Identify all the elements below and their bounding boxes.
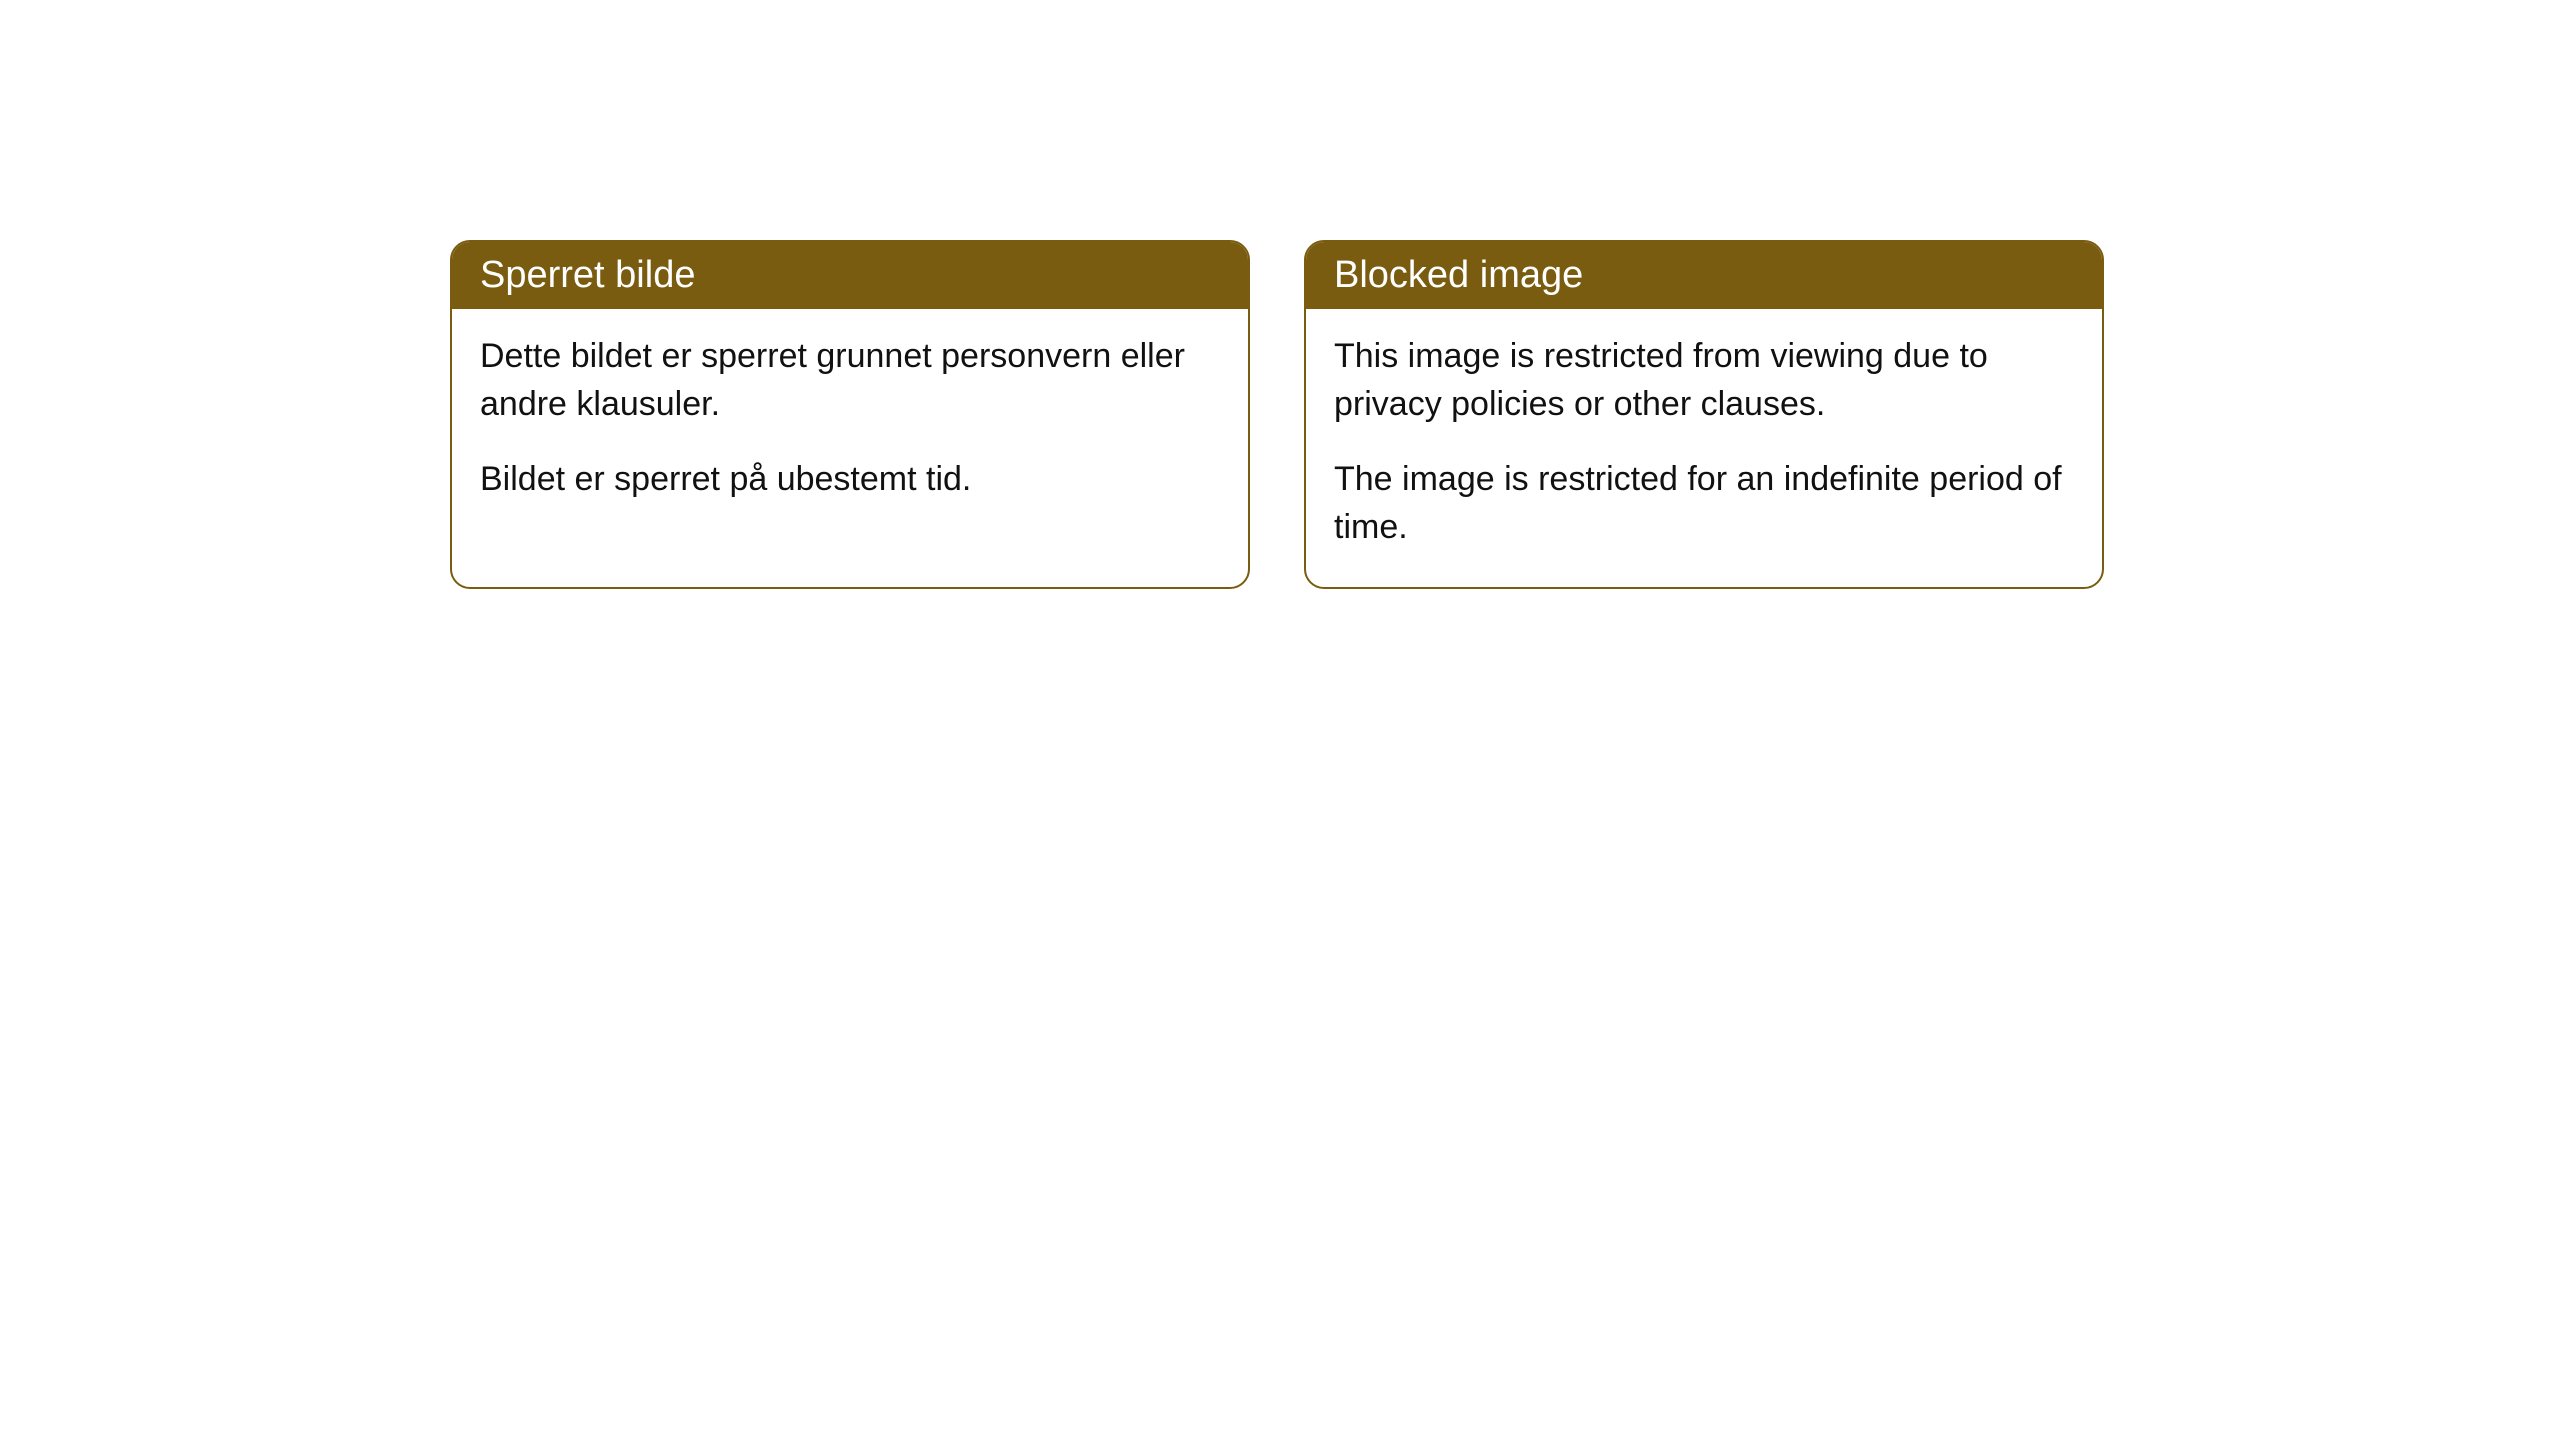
card-paragraph-1: This image is restricted from viewing du… — [1334, 333, 2074, 428]
blocked-image-card-english: Blocked image This image is restricted f… — [1304, 240, 2104, 589]
card-paragraph-1: Dette bildet er sperret grunnet personve… — [480, 333, 1220, 428]
card-body: Dette bildet er sperret grunnet personve… — [452, 309, 1248, 540]
card-header: Sperret bilde — [452, 242, 1248, 309]
card-paragraph-2: Bildet er sperret på ubestemt tid. — [480, 456, 1220, 504]
card-title: Sperret bilde — [480, 254, 695, 296]
card-header: Blocked image — [1306, 242, 2102, 309]
card-paragraph-2: The image is restricted for an indefinit… — [1334, 456, 2074, 551]
card-title: Blocked image — [1334, 254, 1583, 296]
cards-container: Sperret bilde Dette bildet er sperret gr… — [0, 0, 2560, 589]
blocked-image-card-norwegian: Sperret bilde Dette bildet er sperret gr… — [450, 240, 1250, 589]
card-body: This image is restricted from viewing du… — [1306, 309, 2102, 587]
